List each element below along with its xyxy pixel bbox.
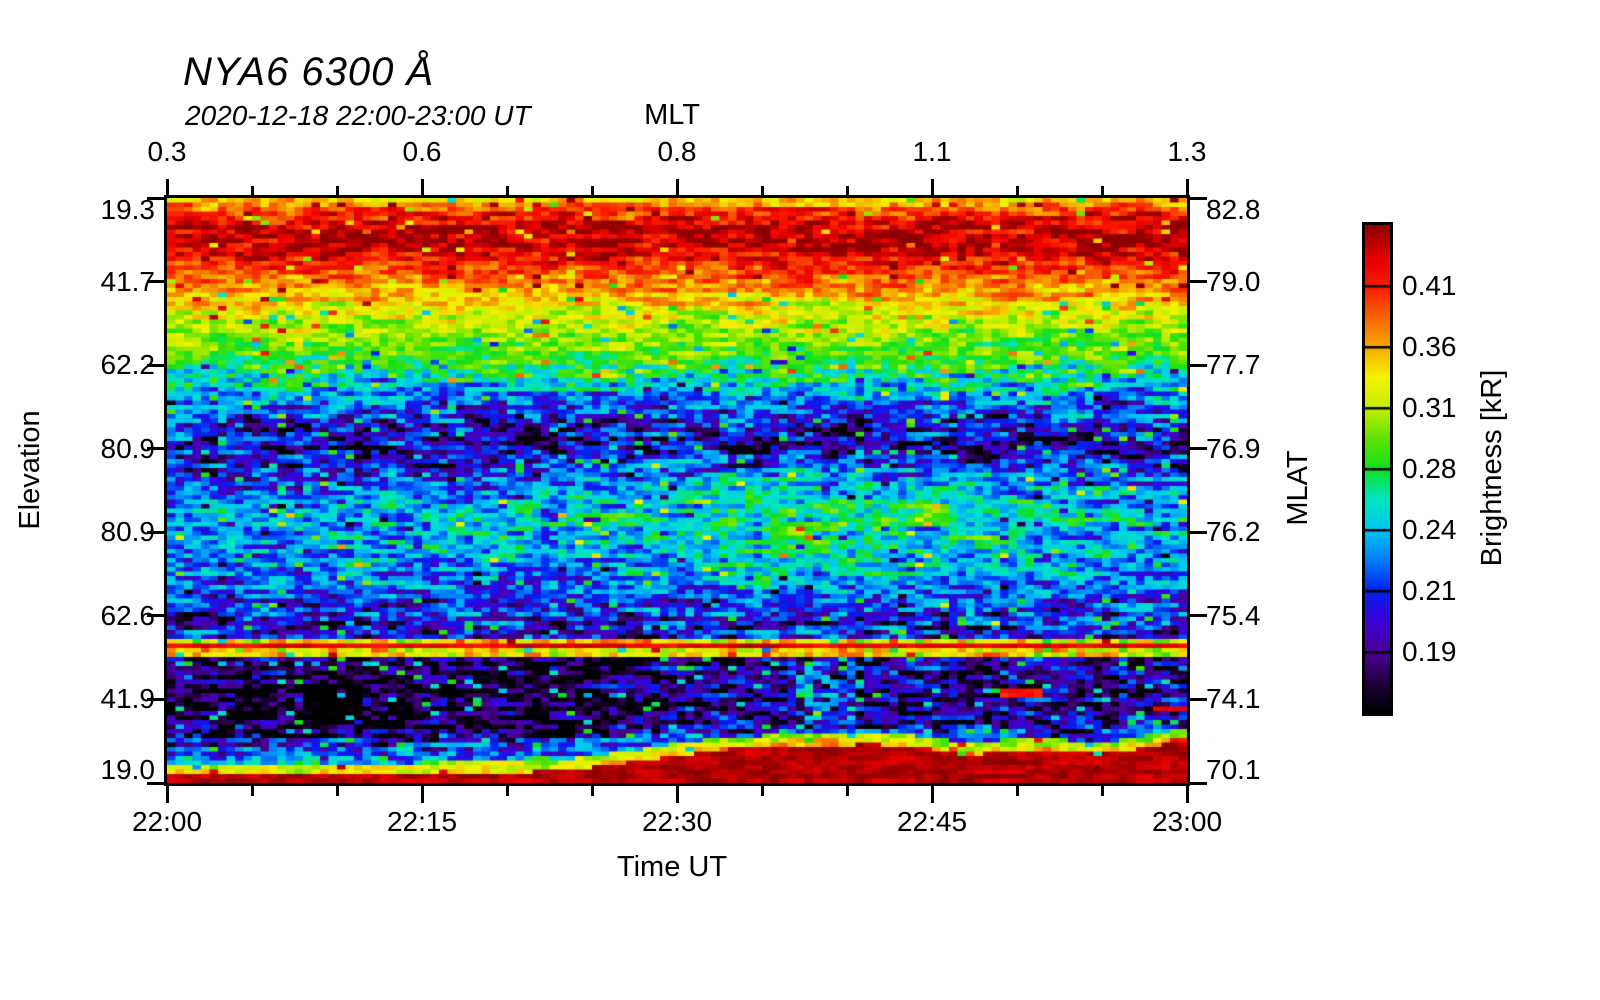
- mlat-tick: [1190, 697, 1207, 701]
- elevation-tick-label: 19.0: [100, 754, 156, 785]
- colorbar-tick-label: 0.41: [1402, 270, 1457, 301]
- colorbar-gradient-canvas: [1365, 225, 1390, 713]
- time-minor-tick: [505, 786, 509, 796]
- chart-subtitle: 2020-12-18 22:00-23:00 UT: [185, 100, 531, 131]
- mlt-tick-label: 0.6: [402, 136, 442, 167]
- colorbar-tick-label: 0.21: [1402, 575, 1457, 606]
- mlt-major-tick: [1185, 179, 1189, 195]
- time-tick-label: 22:45: [896, 806, 968, 837]
- colorbar-tick-label: 0.19: [1402, 636, 1457, 667]
- time-major-tick: [930, 786, 934, 803]
- time-minor-tick: [845, 786, 849, 796]
- mlt-minor-tick: [1015, 186, 1019, 195]
- elevation-tick: [147, 363, 164, 367]
- mlat-tick-label: 70.1: [1206, 754, 1261, 785]
- time-major-tick: [165, 786, 169, 803]
- mlat-tick-label: 76.9: [1206, 432, 1261, 464]
- time-minor-tick: [1100, 786, 1104, 796]
- time-minor-tick: [1015, 786, 1019, 796]
- elevation-tick: [147, 530, 164, 534]
- mlat-tick-label: 82.8: [1206, 194, 1261, 225]
- mlat-tick-label: 75.4: [1206, 599, 1261, 631]
- elevation-tick-label: 19.3: [100, 194, 156, 225]
- mlt-tick-label: 0.3: [147, 136, 187, 167]
- mlat-tick: [1190, 781, 1207, 785]
- time-minor-tick: [760, 786, 764, 796]
- mlt-major-tick: [165, 179, 169, 195]
- time-minor-tick: [590, 786, 594, 796]
- mlat-tick: [1190, 280, 1207, 284]
- chart-title: NYA6 6300 Å: [183, 50, 435, 94]
- mlat-tick-label: 74.1: [1206, 683, 1261, 715]
- elevation-tick-label: 62.6: [100, 599, 156, 631]
- mlt-major-tick: [420, 179, 424, 195]
- mlat-tick: [1190, 614, 1207, 618]
- time-tick-label: 22:30: [641, 806, 713, 837]
- colorbar-tick-label: 0.36: [1402, 331, 1457, 362]
- mlt-minor-tick: [845, 186, 849, 195]
- mlt-minor-tick: [250, 186, 254, 195]
- mlat-tick-label: 77.7: [1206, 349, 1261, 381]
- time-major-tick: [420, 786, 424, 803]
- colorbar-tick-label: 0.28: [1402, 453, 1457, 484]
- time-minor-tick: [335, 786, 339, 796]
- mlt-axis-label: MLT: [644, 98, 700, 131]
- elevation-tick: [147, 280, 164, 284]
- elevation-tick: [147, 781, 164, 785]
- mlt-tick-label: 0.8: [657, 136, 697, 167]
- mlt-major-tick: [675, 179, 679, 195]
- elevation-tick-label: 41.7: [100, 265, 156, 297]
- elevation-tick-label: 80.9: [100, 432, 156, 464]
- elevation-tick: [147, 196, 164, 200]
- time-tick-label: 22:00: [131, 806, 203, 837]
- elevation-tick: [147, 697, 164, 701]
- mlt-minor-tick: [1100, 186, 1104, 195]
- colorbar-tick-label: 0.31: [1402, 392, 1457, 423]
- mlat-tick-label: 79.0: [1206, 265, 1261, 297]
- mlat-tick: [1190, 447, 1207, 451]
- mlt-major-tick: [930, 179, 934, 195]
- time-major-tick: [675, 786, 679, 803]
- plot-area-frame: [164, 195, 1190, 786]
- mlt-tick-label: 1.1: [912, 136, 952, 167]
- time-tick-label: 23:00: [1151, 806, 1223, 837]
- keogram-heatmap-canvas: [167, 198, 1187, 783]
- time-tick-label: 22:15: [386, 806, 458, 837]
- mlt-minor-tick: [760, 186, 764, 195]
- elevation-tick: [147, 614, 164, 618]
- mlt-tick-label: 1.3: [1167, 136, 1207, 167]
- time-minor-tick: [250, 786, 254, 796]
- mlat-tick: [1190, 363, 1207, 367]
- mlat-tick: [1190, 196, 1207, 200]
- elevation-tick: [147, 447, 164, 451]
- time-axis-label: Time UT: [616, 850, 728, 883]
- colorbar-frame: [1362, 222, 1393, 716]
- mlat-tick: [1190, 530, 1207, 534]
- elevation-tick-label: 62.2: [100, 349, 156, 381]
- mlat-tick-label: 76.2: [1206, 516, 1261, 548]
- mlt-minor-tick: [335, 186, 339, 195]
- colorbar-tick-label: 0.24: [1402, 514, 1457, 545]
- elevation-tick-label: 80.9: [100, 516, 156, 548]
- elevation-tick-label: 41.9: [100, 683, 156, 715]
- mlt-minor-tick: [505, 186, 509, 195]
- mlt-minor-tick: [590, 186, 594, 195]
- time-major-tick: [1185, 786, 1189, 803]
